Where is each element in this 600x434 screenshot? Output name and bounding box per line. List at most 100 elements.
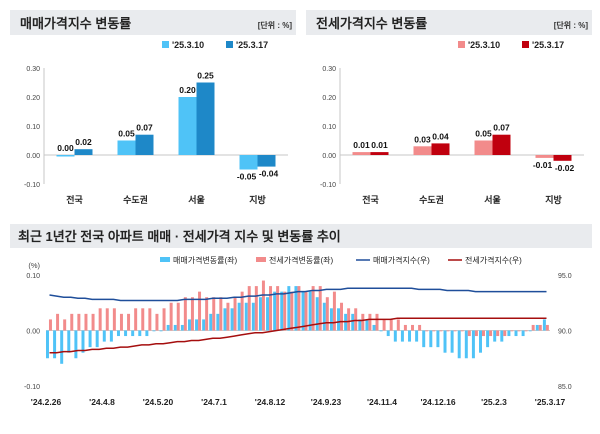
rent-change-bar [283,292,286,331]
rent-change-bar [340,303,343,331]
rent-change-bar [546,325,549,331]
legend-swatch [256,257,266,262]
x-tick-label: '24.8.12 [255,397,286,407]
sale-change-bar [436,331,439,348]
y-tick-label: 0.30 [322,66,336,73]
rent-change-bar [269,286,272,330]
category-label: 수도권 [419,194,444,205]
rent-change-bar [63,319,66,330]
sale-change-panel: 매매가격지수 변동률 [단위 : %] '25.3.10 '25.3.17 0.30 0.… [10,10,296,205]
sale-change-bar [529,331,532,332]
sale-change-bar [280,292,283,331]
sale-change-bar [202,319,205,330]
sale-change-bar [131,331,134,337]
sale-change-bar [152,331,155,332]
data-label: 0.05 [475,129,492,139]
rent-change-bar [439,331,442,332]
sale-change-bar [188,319,191,330]
sale-change-bar [429,331,432,348]
unit-label: [단위 : %] [258,20,293,30]
sale-change-bar [46,331,49,359]
bar-current [554,155,572,161]
sale-change-bar [351,314,354,331]
rent-change-bar [276,286,279,330]
sale-change-bar [259,297,262,330]
right-tick-label: 90.0 [558,329,572,336]
y-tick-label: -0.10 [24,182,40,189]
sale-change-bar [67,331,70,353]
x-tick-label: '24.2.26 [31,397,62,407]
rent-change-bar [127,314,130,331]
rent-change-bar [475,331,478,337]
bar-previous [414,146,432,155]
bar-current [75,149,93,155]
sale-change-bar [53,331,56,359]
sale-change-bar [330,308,333,330]
sale-change-bar [422,331,425,348]
rent-change-bar [84,314,87,331]
rent-change-bar [170,303,173,331]
rent-change-bar [447,331,450,332]
rent-change-bar [496,331,499,337]
y-tick-label: 0.10 [26,124,40,131]
data-label: 0.07 [136,123,153,133]
rent-change-bar [333,292,336,331]
sale-change-bar [223,308,226,330]
left-tick-label: 0.00 [26,329,40,336]
category-label: 지방 [249,194,266,205]
rent-change-bar [163,308,166,330]
rent-change-bar [177,303,180,331]
category-label: 서울 [188,194,205,205]
category-label: 전국 [66,194,83,205]
rent-change-bar [454,331,457,332]
rent-change-bar [368,314,371,331]
data-label: 0.01 [371,140,388,150]
sale-change-bar [145,331,148,337]
rent-change-bar [92,314,95,331]
sale-change-bar [89,331,92,348]
legend-swatch [458,41,465,48]
rent-change-bar [383,319,386,330]
trend-panel: 최근 1년간 전국 아파트 매매 · 전세가격 지수 및 변동률 추이매매가격변… [10,224,592,407]
rent-change-bar [255,286,258,330]
sale-change-bar [472,331,475,359]
data-label: 0.20 [179,85,196,95]
bar-current [136,135,154,155]
sale-change-bar [380,331,383,332]
sale-change-bar [365,319,368,330]
x-tick-label: '24.11.4 [367,397,397,407]
left-axis-unit: (%) [28,261,40,270]
bar-previous [179,97,197,155]
sale-change-bar [387,331,390,337]
panel-title: 최근 1년간 전국 아파트 매매 · 전세가격 지수 및 변동률 추이 [18,229,341,244]
data-label: 0.25 [197,71,214,81]
data-label: 0.04 [432,131,449,141]
rent-change-bar [99,308,102,330]
category-label: 서울 [484,194,501,205]
sale-change-bar [160,331,163,332]
rent-change-bar [148,308,151,330]
x-tick-label: '24.9.23 [311,397,342,407]
panel-title: 매매가격지수 변동률 [20,16,131,31]
y-tick-label: 0.10 [322,124,336,131]
rent-change-bar [376,314,379,331]
rent-change-bar [347,308,350,330]
rent-change-bar [205,297,208,330]
chart-canvas: 매매가격지수 변동률 [단위 : %]'25.3.10'25.3.170.300.… [0,0,600,429]
sale-change-bar [81,331,84,353]
rent-change-bar [361,314,364,331]
right-tick-label: 85.0 [558,384,572,391]
data-label: -0.05 [237,172,257,182]
sale-change-bar [252,303,255,331]
rent-change-bar [468,331,471,337]
bar-previous [118,141,136,156]
rent-change-bar [390,319,393,330]
rent-change-bar [418,325,421,331]
y-tick-label: 0.00 [26,153,40,160]
bar-current [197,83,215,156]
rent-change-bar [248,286,251,330]
left-tick-label: 0.10 [26,273,40,280]
rent-change-bar [70,314,73,331]
category-label: 지방 [545,194,562,205]
y-tick-label: 0.20 [322,95,336,102]
